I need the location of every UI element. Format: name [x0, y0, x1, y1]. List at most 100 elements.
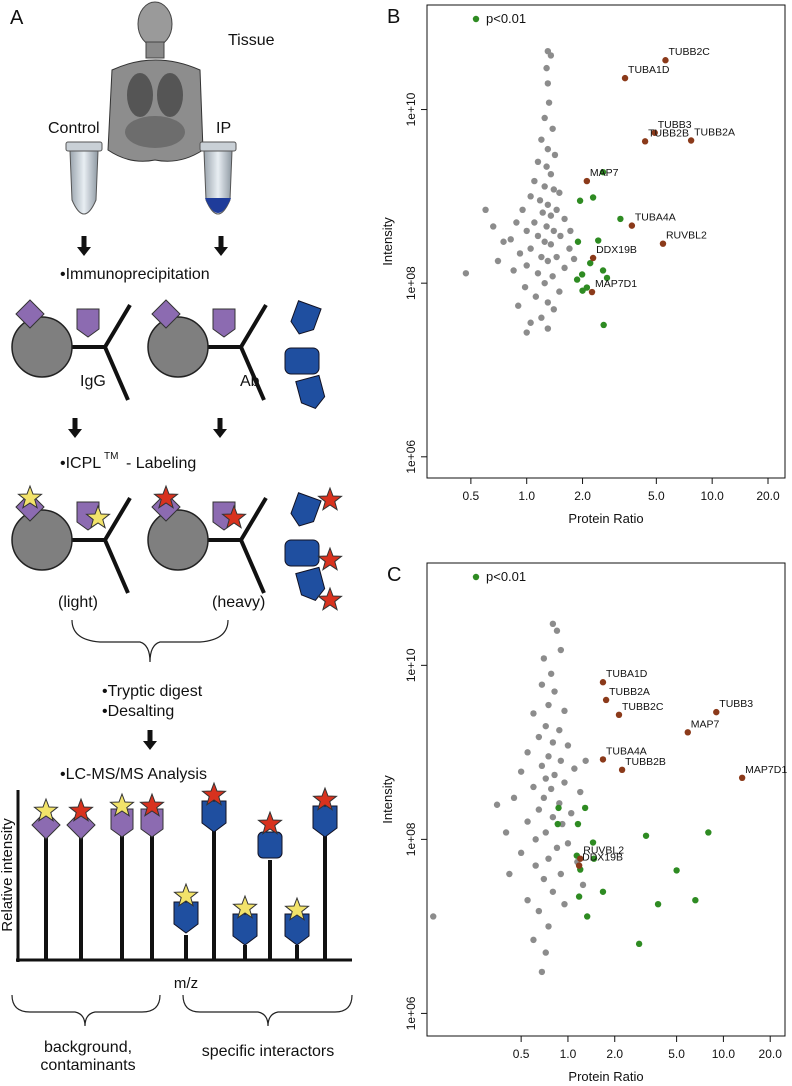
label: Ab [240, 373, 260, 390]
point [534, 270, 542, 277]
label: background, [44, 1039, 132, 1056]
point [535, 806, 543, 813]
point [554, 820, 561, 828]
point [543, 163, 550, 170]
point [532, 293, 540, 300]
point [547, 170, 555, 178]
point [549, 888, 557, 895]
point [575, 893, 583, 900]
y-tick-label: 1e+06 [404, 440, 418, 474]
point-label: RUVBL2 [666, 230, 707, 242]
point [600, 321, 607, 329]
point [568, 809, 575, 817]
point [587, 259, 594, 267]
point [713, 708, 720, 716]
point [641, 138, 649, 145]
x-tick-label: 0.5 [513, 1047, 530, 1061]
point [541, 114, 548, 122]
point [547, 212, 555, 219]
point [561, 900, 568, 908]
point [595, 237, 602, 244]
point [524, 749, 531, 756]
point [559, 820, 566, 828]
point [651, 129, 658, 136]
axis-title: Relative intensity [0, 818, 16, 932]
step: •ICPL [60, 455, 101, 472]
point [543, 64, 550, 72]
point [557, 870, 565, 878]
label: Tissue [228, 32, 275, 49]
point [561, 779, 568, 786]
point-label: TUBA4A [635, 212, 676, 224]
point [599, 168, 607, 176]
point-label: TUBB2C [622, 701, 664, 713]
point [544, 325, 552, 332]
point [599, 679, 607, 686]
point [553, 844, 561, 852]
point [490, 223, 497, 230]
y-tick-label: 1e+08 [404, 822, 418, 856]
legend-marker [472, 15, 480, 23]
point [566, 245, 573, 252]
point [507, 236, 514, 243]
point [662, 57, 669, 64]
point [673, 867, 680, 874]
point [543, 223, 550, 230]
legend-label: p<0.01 [486, 11, 526, 26]
point [628, 222, 636, 229]
point [738, 774, 746, 782]
point [659, 240, 667, 247]
plot-frame [426, 562, 786, 1037]
point [542, 829, 549, 836]
point [538, 314, 545, 321]
point [545, 701, 552, 709]
point [576, 197, 584, 204]
point [621, 74, 629, 82]
point [556, 189, 563, 196]
y-axis-title: Intensity [380, 775, 395, 824]
point [513, 219, 520, 226]
point [589, 194, 597, 201]
point [635, 940, 643, 948]
point [519, 206, 526, 214]
point [642, 832, 650, 839]
point [532, 862, 539, 869]
point [530, 710, 537, 717]
panel-label: A [10, 7, 24, 29]
point [603, 274, 611, 282]
point [462, 270, 470, 277]
x-tick-label: 10.0 [700, 489, 724, 503]
step: •Tryptic digest [102, 683, 203, 700]
x-axis-title: Protein Ratio [568, 511, 643, 526]
plot-frame [426, 4, 786, 479]
point [493, 801, 501, 808]
point-label: TUBA1D [606, 668, 648, 680]
point [527, 245, 534, 252]
point [516, 250, 524, 257]
point [692, 896, 699, 904]
point [573, 276, 581, 283]
x-tick-label: 20.0 [759, 1047, 783, 1061]
point [547, 670, 555, 677]
x-tick-label: 2.0 [574, 489, 591, 503]
point [540, 794, 548, 802]
point [582, 757, 589, 764]
brace [11, 994, 161, 1027]
step: - Labeling [126, 455, 196, 472]
superscript: TM [104, 451, 118, 462]
point [541, 238, 548, 245]
x-tick-label: 5.0 [668, 1047, 685, 1061]
point [553, 627, 561, 634]
point [687, 137, 695, 144]
point [531, 219, 538, 226]
label: (heavy) [212, 594, 265, 611]
y-axis-title: Intensity [380, 217, 395, 266]
point [530, 783, 537, 791]
point [588, 288, 596, 296]
point [551, 151, 559, 159]
panel-label: C [387, 564, 401, 586]
point-label: MAP7D1 [745, 764, 787, 776]
point [532, 836, 539, 843]
point [506, 870, 513, 878]
